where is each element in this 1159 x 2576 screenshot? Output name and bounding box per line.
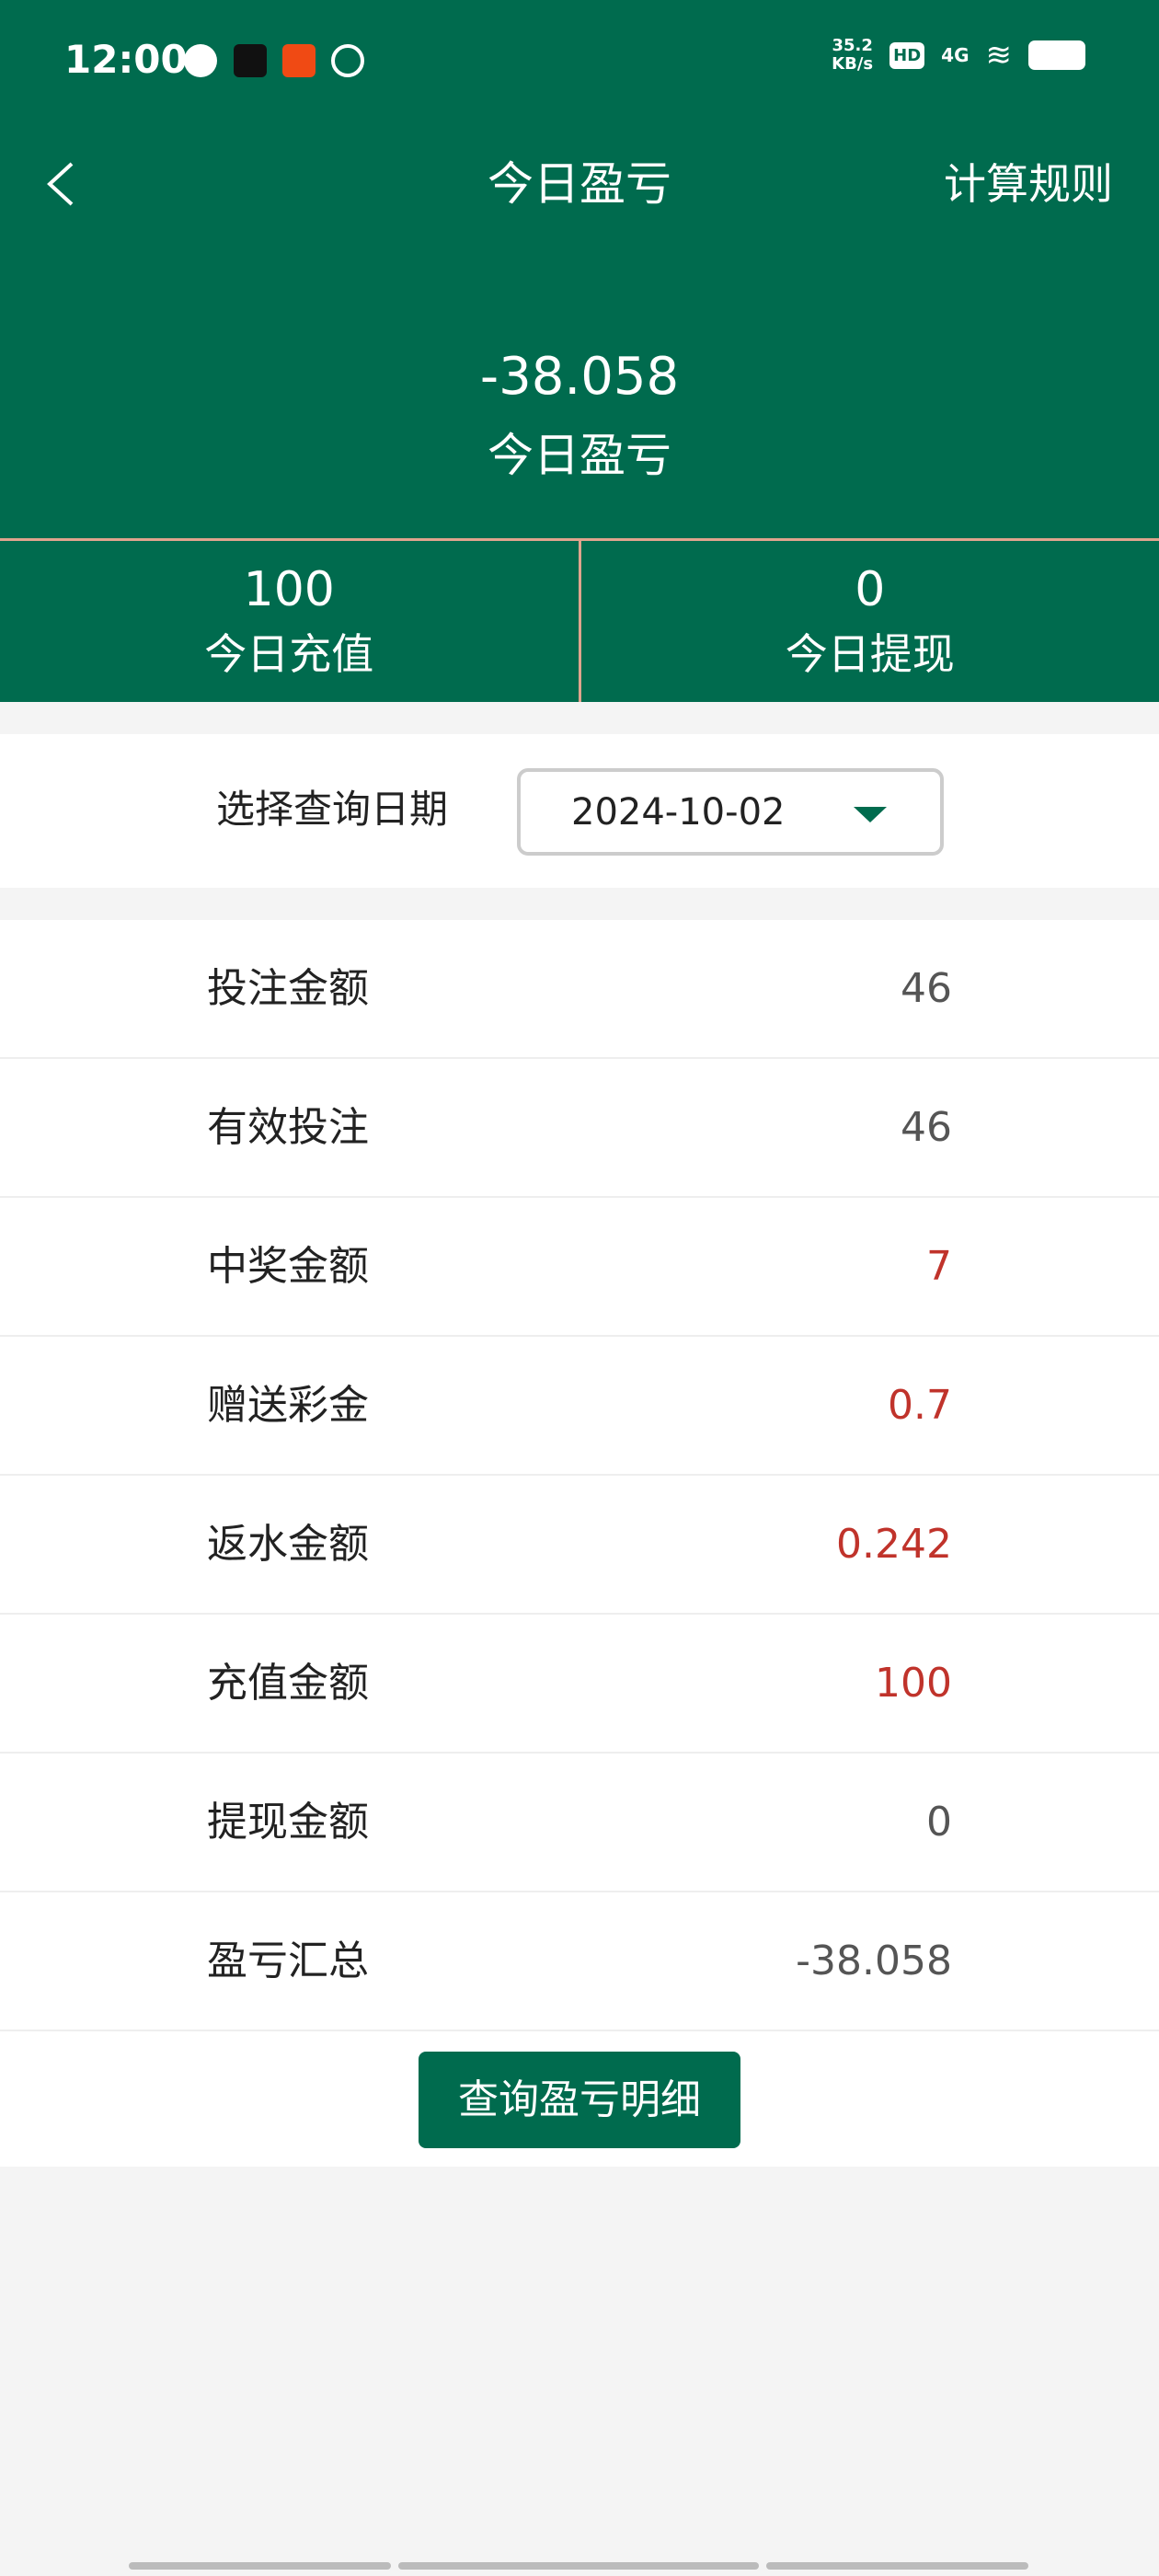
query-details-button[interactable]: 查询盈亏明细 [419, 2052, 740, 2148]
list-item: 盈亏汇总 -38.058 [0, 1892, 1159, 2031]
row-label: 提现金额 [207, 1799, 369, 1846]
row-value: 46 [901, 1104, 952, 1151]
row-value: -38.058 [796, 1938, 952, 1984]
row-label: 返水金额 [207, 1521, 369, 1568]
date-select[interactable]: 2024-10-02 [517, 768, 944, 856]
stat-value: 0 [855, 562, 886, 617]
list-item: 充值金额 100 [0, 1615, 1159, 1754]
summary-value: -38.058 [479, 347, 680, 407]
list-item: 投注金额 46 [0, 920, 1159, 1059]
header: 今日盈亏 计算规则 -38.058 今日盈亏 [0, 120, 1159, 538]
stat-recharge: 100 今日充值 [0, 541, 579, 702]
stat-withdraw: 0 今日提现 [578, 541, 1159, 702]
date-label: 选择查询日期 [216, 787, 449, 832]
calculation-rules-link[interactable]: 计算规则 [944, 159, 1113, 209]
date-value: 2024-10-02 [571, 791, 786, 834]
row-value: 0.242 [836, 1521, 952, 1568]
speed-unit: KB/s [832, 54, 874, 74]
row-value: 100 [875, 1660, 952, 1707]
list-item: 返水金额 0.242 [0, 1476, 1159, 1615]
stat-label: 今日充值 [204, 629, 374, 679]
tiktok-icon [234, 44, 267, 77]
back-icon[interactable] [37, 156, 92, 212]
summary-label: 今日盈亏 [488, 429, 671, 482]
battery-icon [1028, 40, 1085, 70]
list-item: 赠送彩金 0.7 [0, 1337, 1159, 1476]
dropdown-arrow-icon [854, 807, 887, 822]
gesture-bar [129, 2562, 1028, 2570]
status-bar: 12:00 35.2 KB/s HD 4G ≋ [0, 0, 1159, 120]
row-label: 盈亏汇总 [207, 1938, 369, 1984]
list-item: 有效投注 46 [0, 1059, 1159, 1198]
row-label: 赠送彩金 [207, 1382, 369, 1429]
row-label: 中奖金额 [207, 1243, 369, 1290]
gesture-segment [129, 2562, 391, 2570]
row-value: 0.7 [888, 1382, 952, 1429]
row-label: 有效投注 [207, 1104, 369, 1151]
wifi-icon: ≋ [985, 37, 1013, 74]
stat-value: 100 [243, 562, 335, 617]
date-filter: 选择查询日期 2024-10-02 [0, 734, 1159, 888]
list-item: 提现金额 0 [0, 1754, 1159, 1892]
row-value: 7 [926, 1243, 952, 1290]
profit-loss-list: 投注金额 46 有效投注 46 中奖金额 7 赠送彩金 0.7 返水金额 0.242 充值金额 100… [0, 920, 1159, 2031]
speed-value: 35.2 [832, 36, 873, 55]
hd-icon: HD [889, 41, 925, 69]
row-value: 0 [926, 1799, 952, 1846]
row-value: 46 [901, 965, 952, 1012]
signal-icon: 4G [941, 44, 970, 66]
network-speed: 35.2 KB/s [832, 37, 873, 74]
list-item: 中奖金额 7 [0, 1198, 1159, 1337]
app-icon [282, 44, 316, 77]
stat-label: 今日提现 [785, 629, 955, 679]
page-title: 今日盈亏 [488, 157, 671, 211]
message-icon [184, 44, 217, 77]
gesture-segment [766, 2562, 1028, 2570]
gesture-segment [398, 2562, 759, 2570]
stats-row: 100 今日充值 0 今日提现 [0, 538, 1159, 702]
browser-icon [331, 44, 364, 77]
row-label: 投注金额 [207, 965, 369, 1012]
clock: 12:00 [64, 37, 188, 82]
button-row: 查询盈亏明细 [0, 2031, 1159, 2167]
row-label: 充值金额 [207, 1660, 369, 1707]
